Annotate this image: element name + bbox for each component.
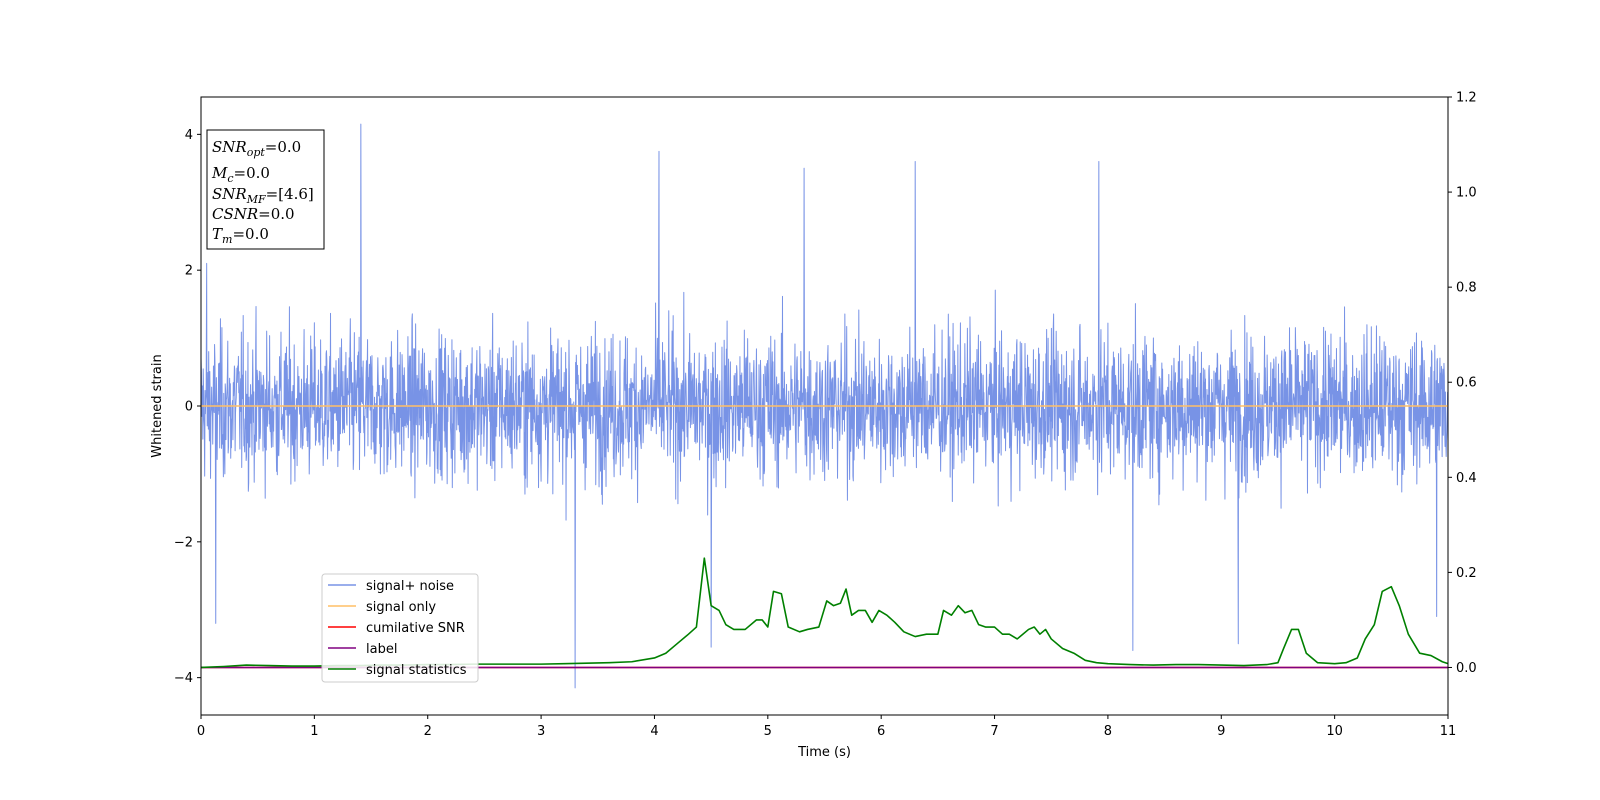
x-tick-label: 1 <box>310 724 318 739</box>
legend-label-signal-noise: signal+ noise <box>366 579 454 594</box>
y2-tick-label: 0.6 <box>1456 376 1477 391</box>
x-tick-label: 11 <box>1440 724 1457 739</box>
y-tick-label: 2 <box>185 264 193 279</box>
y-tick-label: −2 <box>174 535 193 550</box>
legend-frame <box>321 573 479 683</box>
y2-tick-label: 0.4 <box>1456 471 1477 486</box>
x-tick-label: 7 <box>990 724 998 739</box>
x-axis-label: Time (s) <box>797 745 851 760</box>
y2-tick-label: 1.0 <box>1456 186 1477 201</box>
x-tick-label: 6 <box>877 724 885 739</box>
info-box: SNRopt=0.0 Mc=0.0 SNRMF=[4.6] CSNR=0.0 T… <box>206 129 325 250</box>
y-tick-label: 0 <box>185 400 193 415</box>
y2-tick-label: 0.0 <box>1456 661 1477 676</box>
x-tick-label: 4 <box>650 724 658 739</box>
info-snr-opt: SNRopt=0.0 <box>212 138 301 159</box>
info-box-frame <box>206 129 325 250</box>
info-snr-mf: SNRMF=[4.6] <box>212 185 314 206</box>
x-tick-label: 9 <box>1217 724 1225 739</box>
legend: signal+ noise signal only cumilative SNR… <box>321 573 479 683</box>
legend-label-signal-only: signal only <box>366 600 436 615</box>
y2-tick-label: 0.2 <box>1456 566 1477 581</box>
x-tick-label: 3 <box>537 724 545 739</box>
axes-layer: 0 1 2 3 4 5 6 7 8 9 10 11 −4 −2 0 2 4 0.0 0.2 0.4 0.6 0.8 1.0 1… <box>174 91 1477 740</box>
series-signal-statistics <box>200 557 1449 669</box>
y2-tick-label: 0.8 <box>1456 281 1477 296</box>
y-tick-label: 4 <box>185 128 193 143</box>
y-tick-label: −4 <box>174 671 193 686</box>
info-mc: Mc=0.0 <box>211 164 270 185</box>
info-csnr: CSNR=0.0 <box>212 205 295 223</box>
info-tm: Tm=0.0 <box>212 225 269 246</box>
x-tick-label: 2 <box>424 724 432 739</box>
x-tick-label: 10 <box>1326 724 1343 739</box>
x-tick-label: 5 <box>764 724 772 739</box>
y2-tick-label: 1.2 <box>1456 91 1477 106</box>
legend-label-signal-statistics: signal statistics <box>366 663 467 678</box>
legend-label-label: label <box>366 642 397 657</box>
legend-label-cumilative-snr: cumilative SNR <box>366 621 465 636</box>
series-signal-noise <box>200 123 1449 689</box>
x-tick-label: 0 <box>197 724 205 739</box>
y-axis-label: Whitened strain <box>150 354 165 457</box>
x-tick-label: 8 <box>1104 724 1112 739</box>
